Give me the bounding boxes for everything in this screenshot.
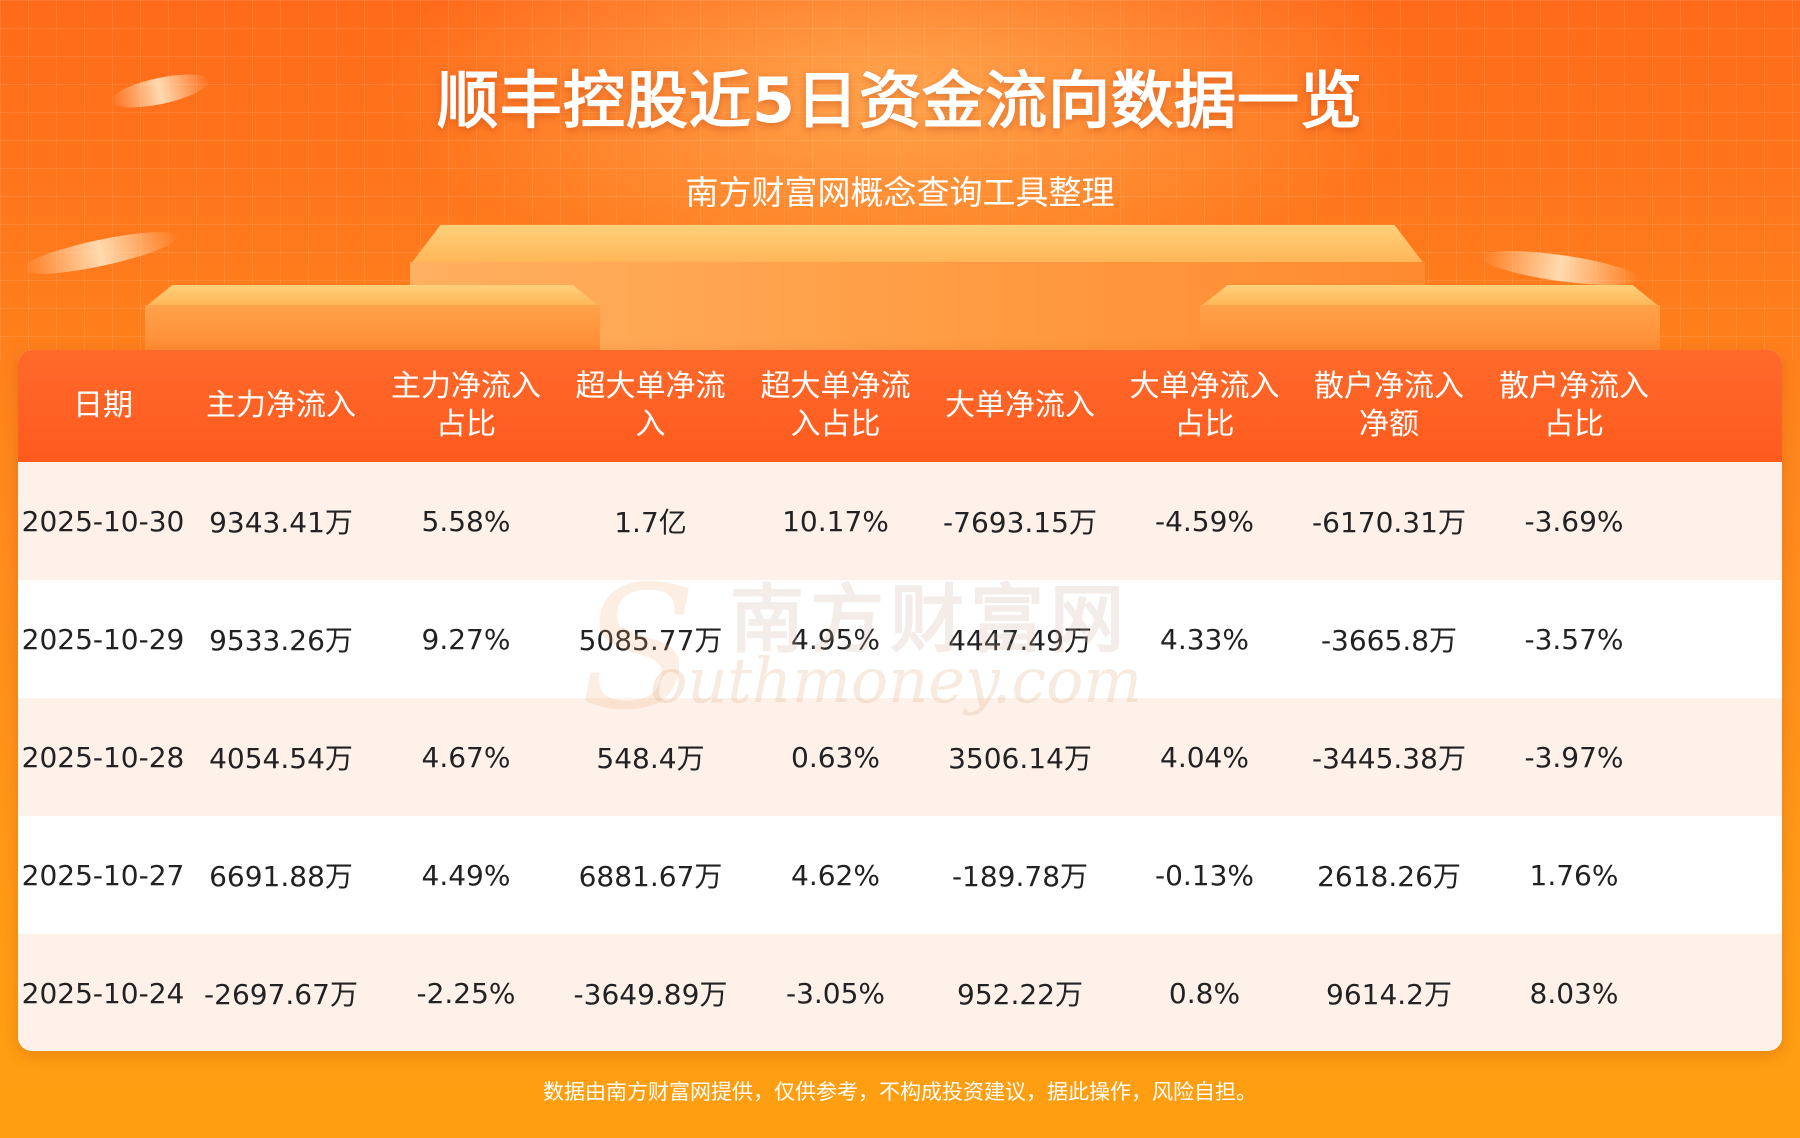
cell-large-inflow: 3506.14万 bbox=[948, 742, 1092, 775]
cell-retail-ratio: 1.76% bbox=[1529, 858, 1619, 892]
col-header-large-inflow: 大单净流入 bbox=[945, 388, 1095, 423]
cell-retail-ratio: -3.57% bbox=[1524, 622, 1624, 656]
cell-main-ratio: 4.67% bbox=[421, 740, 511, 774]
cell-super-large-ratio: 0.63% bbox=[791, 740, 880, 774]
fund-flow-table: 日期 主力净流入 主力净流入 占比 超大单净流入 超大单净流 入占比 大单净流入 大… bbox=[18, 350, 1782, 1051]
cell-main-net-inflow: 4054.54万 bbox=[209, 742, 353, 775]
cell-large-ratio: 4.04% bbox=[1160, 740, 1249, 774]
col-header-large-ratio: 大单净流入 占比 bbox=[1129, 369, 1280, 442]
cell-main-ratio: 4.49% bbox=[421, 858, 511, 892]
cell-retail-net-amount: 9614.2万 bbox=[1326, 978, 1452, 1011]
cell-retail-net-amount: -6170.31万 bbox=[1312, 506, 1466, 539]
footer-disclaimer: 数据由南方财富网提供，仅供参考，不构成投资建议，据此操作，风险自担。 bbox=[543, 1080, 1257, 1104]
cell-large-inflow: -189.78万 bbox=[951, 860, 1089, 893]
cell-retail-net-amount: -3665.8万 bbox=[1320, 624, 1458, 657]
table-row: 2025-10-24 -2697.67万 -2.25% -3649.89万 -3… bbox=[18, 934, 1782, 1051]
page-subtitle: 南方财富网概念查询工具整理 bbox=[685, 173, 1115, 212]
cell-date: 2025-10-29 bbox=[21, 622, 185, 656]
cell-main-net-inflow: 9343.41万 bbox=[209, 506, 353, 539]
cell-spacer bbox=[1667, 580, 1782, 698]
cell-super-large-ratio: 10.17% bbox=[782, 504, 889, 538]
cell-super-large-inflow: -3649.89万 bbox=[573, 978, 728, 1011]
cell-spacer bbox=[1667, 462, 1782, 580]
cell-large-ratio: 4.33% bbox=[1160, 622, 1249, 656]
col-header-main-ratio: 主力净流入 占比 bbox=[391, 369, 541, 442]
cell-main-net-inflow: -2697.67万 bbox=[204, 978, 358, 1011]
cell-large-ratio: -4.59% bbox=[1154, 504, 1255, 538]
cell-main-ratio: 9.27% bbox=[421, 622, 511, 656]
cell-main-ratio: 5.58% bbox=[421, 504, 511, 538]
cell-super-large-inflow: 6881.67万 bbox=[578, 860, 723, 893]
cell-main-ratio: -2.25% bbox=[416, 976, 516, 1010]
table-body: 2025-10-30 9343.41万 5.58% 1.7亿 10.17% -7… bbox=[18, 462, 1782, 1051]
cell-spacer bbox=[1667, 698, 1782, 816]
decor-block-right-face bbox=[1200, 305, 1660, 355]
col-header-super-large-ratio: 超大单净流 入占比 bbox=[760, 369, 911, 442]
cell-retail-net-amount: -3445.38万 bbox=[1312, 742, 1466, 775]
col-header-spacer bbox=[1667, 350, 1782, 462]
col-header-main-net-inflow: 主力净流入 bbox=[206, 388, 356, 423]
cell-retail-net-amount: 2618.26万 bbox=[1317, 860, 1461, 893]
cell-super-large-inflow: 5085.77万 bbox=[578, 624, 723, 657]
col-header-date: 日期 bbox=[73, 388, 133, 423]
cell-super-large-inflow: 548.4万 bbox=[596, 742, 705, 775]
cell-retail-ratio: 8.03% bbox=[1529, 976, 1619, 1010]
decor-block-right-top bbox=[1200, 285, 1660, 307]
cell-super-large-ratio: 4.62% bbox=[791, 858, 880, 892]
cell-super-large-inflow: 1.7亿 bbox=[614, 506, 687, 539]
table-row: 2025-10-29 9533.26万 9.27% 5085.77万 4.95%… bbox=[18, 580, 1782, 698]
cell-spacer bbox=[1667, 934, 1782, 1051]
table-header: 日期 主力净流入 主力净流入 占比 超大单净流入 超大单净流 入占比 大单净流入 大… bbox=[18, 350, 1782, 462]
table-row: 2025-10-28 4054.54万 4.67% 548.4万 0.63% 3… bbox=[18, 698, 1782, 816]
cell-large-inflow: -7693.15万 bbox=[943, 506, 1097, 539]
cell-large-ratio: -0.13% bbox=[1154, 858, 1255, 892]
cell-large-inflow: 4447.49万 bbox=[948, 624, 1092, 657]
cell-large-ratio: 0.8% bbox=[1168, 976, 1241, 1010]
cell-retail-ratio: -3.69% bbox=[1524, 504, 1624, 538]
col-header-retail-ratio: 散户净流入 占比 bbox=[1499, 369, 1649, 442]
decor-block-left-face bbox=[145, 305, 600, 355]
cell-retail-ratio: -3.97% bbox=[1524, 740, 1624, 774]
page-title: 顺丰控股近5日资金流向数据一览 bbox=[436, 64, 1364, 137]
cell-date: 2025-10-30 bbox=[21, 504, 185, 538]
cell-large-inflow: 952.22万 bbox=[957, 978, 1083, 1011]
table-row: 2025-10-30 9343.41万 5.58% 1.7亿 10.17% -7… bbox=[18, 462, 1782, 580]
col-header-retail-net-amount: 散户净流入 净额 bbox=[1314, 369, 1464, 442]
cell-main-net-inflow: 9533.26万 bbox=[209, 624, 353, 657]
cell-main-net-inflow: 6691.88万 bbox=[209, 860, 353, 893]
decor-block-center-top bbox=[410, 225, 1425, 265]
cell-date: 2025-10-28 bbox=[21, 740, 185, 774]
cell-spacer bbox=[1667, 816, 1782, 934]
decor-block-left-top bbox=[145, 285, 600, 307]
cell-date: 2025-10-24 bbox=[21, 976, 185, 1010]
cell-date: 2025-10-27 bbox=[21, 858, 185, 892]
table-row: 2025-10-27 6691.88万 4.49% 6881.67万 4.62%… bbox=[18, 816, 1782, 934]
cell-super-large-ratio: -3.05% bbox=[785, 976, 886, 1010]
col-header-super-large-inflow: 超大单净流入 bbox=[575, 369, 726, 442]
cell-super-large-ratio: 4.95% bbox=[791, 622, 880, 656]
